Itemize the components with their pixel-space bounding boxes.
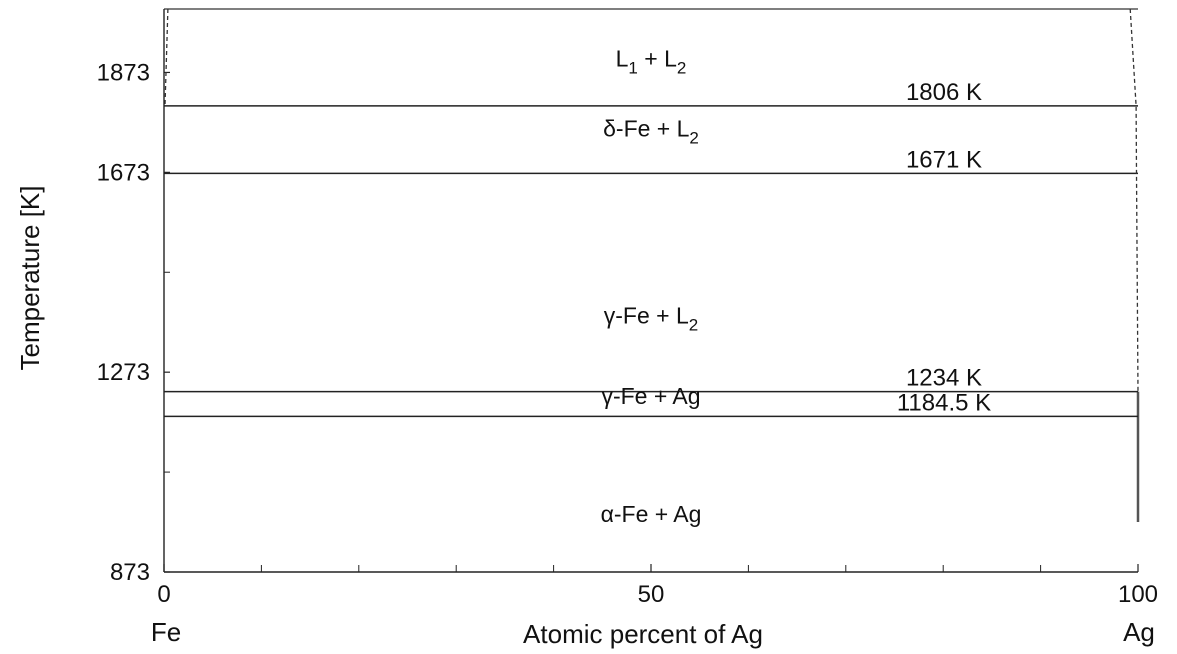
y-tick-label: 1273 [97, 359, 150, 386]
isotherm-label: 1184.5 K [897, 389, 991, 416]
phase-region-label: α-Fe + Ag [601, 501, 702, 527]
liquidus-boundary [164, 8, 169, 106]
x-tick-label: 100 [1118, 581, 1158, 608]
x-end-label-ag: Ag [1123, 617, 1155, 647]
phase-region-label: γ-Fe + Ag [601, 383, 700, 409]
phase-region-label: δ-Fe + L2 [603, 115, 699, 147]
y-axis-label: Temperature [K] [15, 186, 45, 371]
isotherm-label: 1671 K [906, 146, 982, 173]
y-tick-label: 1873 [97, 59, 150, 86]
isotherm-label: 1806 K [906, 79, 982, 106]
x-axis-label: Atomic percent of Ag [523, 619, 763, 649]
phase-region-label: L1 + L2 [616, 45, 687, 77]
y-tick-label: 873 [110, 559, 150, 586]
x-tick-label: 0 [157, 581, 170, 608]
isotherm-label: 1234 K [906, 365, 982, 392]
liquidus-boundary [1129, 8, 1139, 392]
phase-region-label: γ-Fe + L2 [604, 303, 698, 335]
x-tick-label: 50 [638, 581, 665, 608]
x-end-label-fe: Fe [151, 617, 181, 647]
y-tick-label: 1673 [97, 159, 150, 186]
